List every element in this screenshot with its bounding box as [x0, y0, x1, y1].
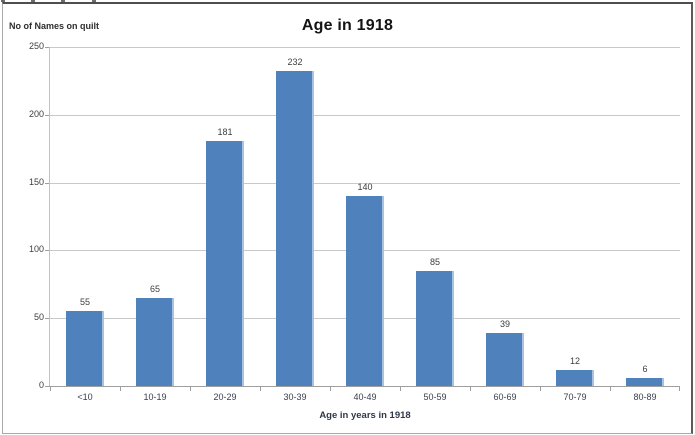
bar — [206, 140, 244, 386]
bar — [276, 71, 314, 386]
category-slot: 181 20-29 — [190, 47, 260, 402]
bar-value-label: 39 — [499, 319, 510, 330]
bar-value-label: 12 — [569, 355, 580, 366]
bar — [556, 369, 594, 386]
y-axis-tick — [45, 114, 49, 116]
x-tick-label: 30-39 — [283, 392, 307, 402]
plot-area: 0 50 100 150 200 250 55 <10 65 10-19 181 20-29 232 30… — [29, 42, 680, 402]
gridline — [50, 182, 680, 184]
x-tick-label: <10 — [77, 392, 93, 402]
bar — [136, 297, 174, 386]
x-tick-label: 50-59 — [423, 392, 447, 402]
x-axis-tick — [400, 387, 401, 391]
bar-value-label: 85 — [429, 256, 440, 267]
y-axis-tick — [45, 47, 49, 48]
y-tick-label: 150 — [28, 176, 44, 187]
bar — [486, 333, 524, 386]
y-axis-tick — [45, 318, 49, 320]
bar-value-label: 140 — [357, 182, 373, 193]
x-axis-tick — [120, 387, 121, 391]
category-slot: 232 30-39 — [260, 47, 330, 402]
crop-artifact — [31, 0, 35, 2]
x-axis-tick — [330, 387, 331, 391]
x-axis-line — [49, 386, 680, 387]
x-axis-tick — [610, 387, 611, 391]
x-tick-label: 20-29 — [213, 392, 237, 402]
bar — [626, 377, 664, 386]
x-axis-tick — [190, 387, 191, 391]
category-slot: 85 50-59 — [400, 47, 470, 402]
bar-value-label: 6 — [642, 363, 648, 374]
y-axis-tick — [45, 386, 49, 387]
y-tick-label: 250 — [28, 41, 44, 51]
y-axis-title: No of Names on quilt — [9, 21, 99, 31]
category-slot: 12 70-79 — [540, 47, 610, 402]
crop-artifact — [92, 0, 96, 2]
y-tick-label: 200 — [28, 108, 44, 119]
y-axis-line — [49, 47, 50, 386]
bar-value-label: 232 — [287, 57, 303, 68]
x-axis-tick — [540, 387, 541, 391]
x-tick-label: 80-89 — [633, 392, 657, 402]
x-axis-title: Age in years in 1918 — [319, 410, 411, 421]
category-slot: 55 <10 — [50, 47, 120, 402]
category-slot: 65 10-19 — [120, 47, 190, 402]
crop-artifact — [61, 0, 65, 2]
x-axis-tick — [679, 387, 680, 391]
gridline — [50, 47, 680, 48]
x-tick-label: 40-49 — [353, 392, 377, 402]
chart-title: Age in 1918 — [301, 17, 394, 34]
x-tick-label: 10-19 — [143, 392, 167, 402]
category-slot: 6 80-89 — [610, 47, 680, 402]
x-tick-label: 60-69 — [493, 392, 517, 402]
bar-value-label: 65 — [149, 283, 160, 294]
y-tick-label: 0 — [38, 380, 44, 390]
category-slot: 140 40-49 — [330, 47, 400, 402]
y-tick-label: 50 — [33, 312, 44, 323]
bar — [346, 196, 384, 386]
bar — [416, 270, 454, 386]
bar-value-label: 181 — [217, 126, 233, 137]
y-axis-tick — [45, 182, 49, 184]
category-slot: 39 60-69 — [470, 47, 540, 402]
crop-artifact — [1, 0, 5, 2]
bar-value-label: 55 — [79, 297, 90, 308]
gridline — [50, 114, 680, 116]
x-axis-tick — [50, 387, 51, 391]
x-axis-tick — [470, 387, 471, 391]
y-tick-label: 100 — [28, 244, 44, 255]
y-axis-tick — [45, 250, 49, 252]
x-axis-tick — [260, 387, 261, 391]
x-tick-label: 70-79 — [563, 392, 587, 402]
bar — [66, 311, 104, 386]
